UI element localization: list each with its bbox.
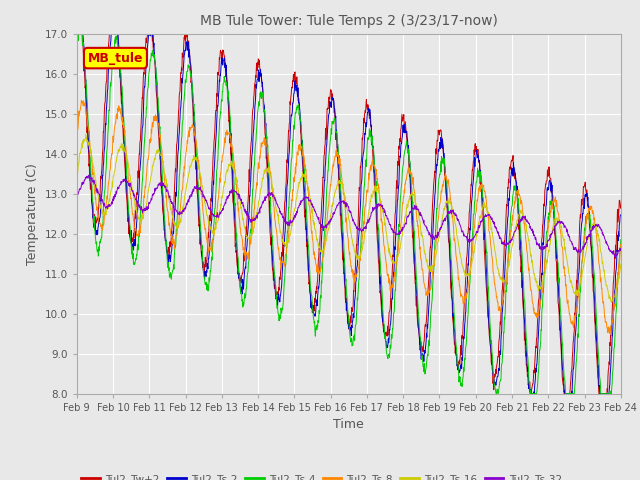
Tul2_Ts-32 — [73, 193, 81, 199]
Line: Tul2_Ts-4: Tul2_Ts-4 — [77, 34, 621, 394]
Tul2_Ts-2 — [527, 391, 534, 396]
Tul2_Ts-2 — [433, 163, 441, 168]
Tul2_Tw+2 — [504, 185, 512, 191]
Tul2_Tw+2 — [553, 260, 561, 265]
Tul2_Ts-8 — [505, 252, 513, 258]
Tul2_Ts-16 — [434, 240, 442, 246]
Tul2_Ts-2 — [617, 212, 625, 218]
Tul2_Ts-8 — [553, 198, 561, 204]
Tul2_Ts-8 — [195, 158, 202, 164]
Tul2_Ts-32 — [553, 221, 561, 227]
Tul2_Ts-32 — [181, 207, 189, 213]
Tul2_Ts-8 — [73, 131, 81, 137]
Tul2_Ts-32 — [195, 185, 202, 191]
Tul2_Ts-8 — [606, 331, 614, 336]
Tul2_Ts-8 — [617, 242, 625, 248]
Tul2_Ts-8 — [77, 97, 85, 103]
Tul2_Ts-4 — [181, 85, 189, 91]
Tul2_Ts-4 — [492, 391, 500, 396]
Tul2_Ts-2 — [255, 67, 262, 73]
Tul2_Ts-16 — [505, 264, 513, 269]
Tul2_Ts-8 — [255, 166, 263, 171]
Line: Tul2_Tw+2: Tul2_Tw+2 — [77, 34, 621, 394]
Line: Tul2_Ts-8: Tul2_Ts-8 — [77, 100, 621, 334]
Tul2_Ts-16 — [181, 192, 189, 198]
Tul2_Tw+2 — [180, 36, 188, 42]
Line: Tul2_Ts-16: Tul2_Ts-16 — [77, 134, 621, 302]
Line: Tul2_Ts-2: Tul2_Ts-2 — [77, 34, 621, 394]
Tul2_Ts-16 — [608, 300, 616, 305]
Tul2_Ts-16 — [553, 215, 561, 221]
X-axis label: Time: Time — [333, 418, 364, 431]
Tul2_Ts-4 — [195, 181, 202, 187]
Tul2_Ts-4 — [74, 31, 82, 36]
Tul2_Tw+2 — [73, 31, 81, 36]
Tul2_Tw+2 — [527, 391, 534, 396]
Tul2_Ts-32 — [85, 172, 93, 178]
Tul2_Tw+2 — [194, 197, 202, 203]
Tul2_Ts-16 — [255, 198, 263, 204]
Tul2_Ts-2 — [553, 252, 561, 257]
Tul2_Ts-4 — [73, 33, 81, 39]
Tul2_Ts-32 — [505, 241, 513, 247]
Tul2_Ts-4 — [255, 98, 263, 104]
Tul2_Ts-2 — [73, 31, 81, 36]
Tul2_Ts-8 — [181, 162, 189, 168]
Tul2_Ts-8 — [434, 224, 442, 229]
Tul2_Ts-2 — [180, 51, 188, 57]
Tul2_Ts-16 — [82, 132, 90, 137]
Tul2_Ts-16 — [195, 162, 202, 168]
Tul2_Ts-16 — [73, 169, 81, 175]
Tul2_Ts-4 — [434, 197, 442, 203]
Text: MB_tule: MB_tule — [88, 51, 143, 65]
Tul2_Ts-32 — [617, 247, 625, 252]
Tul2_Ts-32 — [611, 254, 619, 260]
Tul2_Ts-2 — [194, 182, 202, 188]
Line: Tul2_Ts-32: Tul2_Ts-32 — [77, 175, 621, 257]
Title: MB Tule Tower: Tule Temps 2 (3/23/17-now): MB Tule Tower: Tule Temps 2 (3/23/17-now… — [200, 14, 498, 28]
Tul2_Tw+2 — [433, 137, 441, 143]
Tul2_Ts-32 — [255, 209, 263, 215]
Tul2_Ts-32 — [434, 230, 442, 236]
Tul2_Ts-2 — [504, 214, 512, 219]
Tul2_Tw+2 — [617, 203, 625, 208]
Tul2_Ts-16 — [617, 261, 625, 267]
Tul2_Ts-4 — [505, 242, 513, 248]
Tul2_Ts-4 — [617, 237, 625, 242]
Tul2_Ts-4 — [553, 244, 561, 250]
Y-axis label: Temperature (C): Temperature (C) — [26, 163, 39, 264]
Legend: Tul2_Tw+2, Tul2_Ts-2, Tul2_Ts-4, Tul2_Ts-8, Tul2_Ts-16, Tul2_Ts-32: Tul2_Tw+2, Tul2_Ts-2, Tul2_Ts-4, Tul2_Ts… — [77, 470, 566, 480]
Tul2_Tw+2 — [255, 57, 262, 62]
